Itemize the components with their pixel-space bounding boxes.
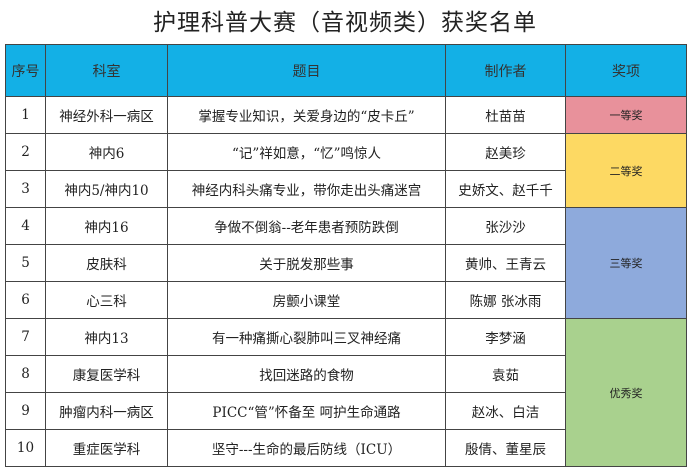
cell-dept: 神内13 — [45, 318, 168, 356]
header-award: 奖项 — [565, 44, 687, 97]
cell-author: 袁茹 — [445, 355, 566, 393]
cell-dept: 肿瘤内科一病区 — [45, 392, 168, 430]
cell-no: 6 — [5, 281, 46, 319]
cell-author: 赵美珍 — [445, 133, 566, 171]
cell-author: 赵冰、白洁 — [445, 392, 566, 430]
awards-table: 序号 科室 题目 制作者 奖项 1 神经外科一病区 掌握专业知识，关爱身边的“皮卡丘… — [5, 44, 687, 467]
table-row: 10 重症医学科 坚守---生命的最后防线（ICU） 殷倩、董星辰 — [5, 429, 687, 467]
cell-author: 殷倩、董星辰 — [445, 429, 566, 467]
cell-topic: “记”祥如意，“忆”鸣惊人 — [167, 133, 446, 171]
header-topic: 题目 — [167, 44, 446, 97]
cell-no: 4 — [5, 207, 46, 245]
cell-author: 黄帅、王青云 — [445, 244, 566, 282]
cell-topic: 坚守---生命的最后防线（ICU） — [167, 429, 446, 467]
cell-topic: 关于脱发那些事 — [167, 244, 446, 282]
cell-award: 一等奖 — [565, 96, 687, 134]
table-header-row: 序号 科室 题目 制作者 奖项 — [5, 44, 687, 97]
cell-author: 张沙沙 — [445, 207, 566, 245]
table-row: 7 神内13 有一种痛撕心裂肺叫三叉神经痛 李梦涵 优秀奖 — [5, 318, 687, 467]
table-row: 3 神内5/神内10 神经内科头痛专业，带你走出头痛迷宫 史娇文、赵千千 — [5, 170, 687, 208]
cell-dept: 神内6 — [45, 133, 168, 171]
cell-no: 7 — [5, 318, 46, 356]
cell-no: 1 — [5, 96, 46, 134]
table-row: 5 皮肤科 关于脱发那些事 黄帅、王青云 — [5, 244, 687, 282]
cell-dept: 康复医学科 — [45, 355, 168, 393]
header-no: 序号 — [5, 44, 46, 97]
cell-no: 10 — [5, 429, 46, 467]
cell-topic: 有一种痛撕心裂肺叫三叉神经痛 — [167, 318, 446, 356]
cell-no: 3 — [5, 170, 46, 208]
table-row: 6 心三科 房颤小课堂 陈娜 张冰雨 — [5, 281, 687, 319]
header-dept: 科室 — [45, 44, 168, 97]
cell-topic: PICC“管”怀备至 呵护生命通路 — [167, 392, 446, 430]
table-row: 9 肿瘤内科一病区 PICC“管”怀备至 呵护生命通路 赵冰、白洁 — [5, 392, 687, 430]
cell-award: 二等奖 — [565, 133, 687, 208]
cell-no: 2 — [5, 133, 46, 171]
cell-author: 杜苗苗 — [445, 96, 566, 134]
cell-dept: 神经外科一病区 — [45, 96, 168, 134]
cell-award: 优秀奖 — [565, 318, 687, 467]
cell-author: 史娇文、赵千千 — [445, 170, 566, 208]
cell-topic: 房颤小课堂 — [167, 281, 446, 319]
header-author: 制作者 — [445, 44, 566, 97]
cell-no: 5 — [5, 244, 46, 282]
cell-dept: 心三科 — [45, 281, 168, 319]
cell-author: 李梦涵 — [445, 318, 566, 356]
cell-dept: 皮肤科 — [45, 244, 168, 282]
cell-topic: 掌握专业知识，关爱身边的“皮卡丘” — [167, 96, 446, 134]
cell-dept: 神内16 — [45, 207, 168, 245]
cell-award: 三等奖 — [565, 207, 687, 319]
cell-no: 8 — [5, 355, 46, 393]
cell-topic: 争做不倒翁--老年患者预防跌倒 — [167, 207, 446, 245]
cell-author: 陈娜 张冰雨 — [445, 281, 566, 319]
page-title: 护理科普大赛（音视频类）获奖名单 — [153, 10, 537, 36]
cell-no: 9 — [5, 392, 46, 430]
cell-topic: 神经内科头痛专业，带你走出头痛迷宫 — [167, 170, 446, 208]
cell-topic: 找回迷路的食物 — [167, 355, 446, 393]
table-row: 8 康复医学科 找回迷路的食物 袁茹 — [5, 355, 687, 393]
table-row: 1 神经外科一病区 掌握专业知识，关爱身边的“皮卡丘” 杜苗苗 一等奖 — [5, 96, 687, 134]
table-row: 2 神内6 “记”祥如意，“忆”鸣惊人 赵美珍 二等奖 — [5, 133, 687, 208]
table-row: 4 神内16 争做不倒翁--老年患者预防跌倒 张沙沙 三等奖 — [5, 207, 687, 319]
cell-dept: 神内5/神内10 — [45, 170, 168, 208]
cell-dept: 重症医学科 — [45, 429, 168, 467]
